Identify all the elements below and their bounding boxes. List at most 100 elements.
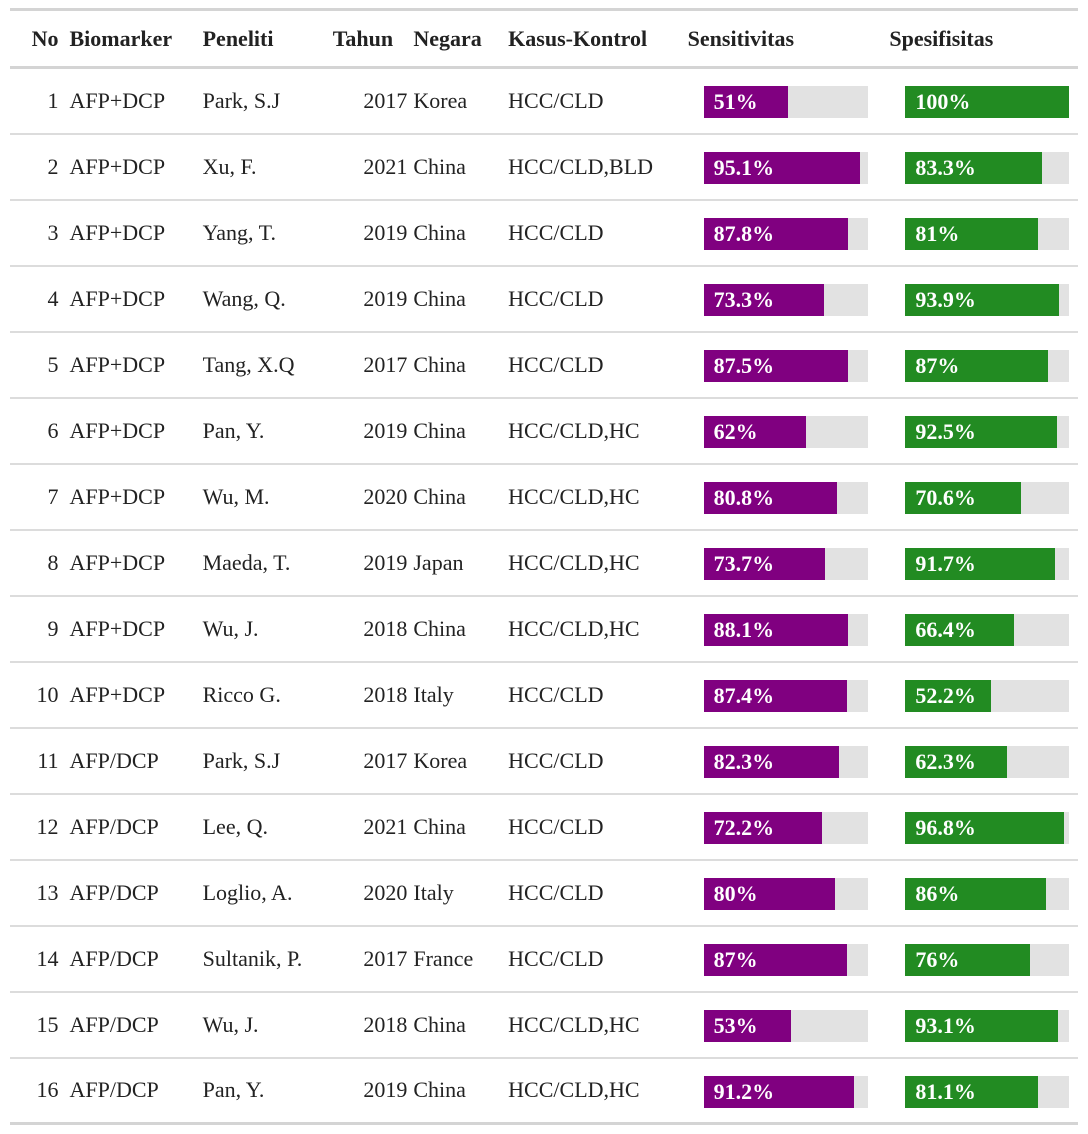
cell-negara: Italy: [413, 879, 454, 905]
sensitivitas-bar: [703, 811, 822, 844]
cell-spesifisitas: 66.4%: [889, 596, 1078, 662]
cell-spesifisitas: 52.2%: [889, 662, 1078, 728]
cell-peneliti: Park, S.J: [202, 747, 281, 773]
cell-biomarker: AFP/DCP: [69, 1011, 159, 1037]
cell-peneliti: Loglio, A.: [202, 879, 293, 905]
spesifisitas-bar: [905, 283, 1060, 316]
table-row: 14 AFP/DCP Sultanik, P. 2017 France HCC/CLD 87…: [10, 926, 1078, 992]
cell-sensitivitas: 62%: [688, 398, 890, 464]
spesifisitas-bar-track: 91.7%: [905, 547, 1070, 580]
sensitivitas-bar: [703, 415, 806, 448]
cell-tahun: 2017: [363, 351, 408, 377]
cell-no: 16: [36, 1077, 59, 1103]
sensitivitas-label: 62%: [713, 418, 758, 444]
cell-sensitivitas: 80%: [688, 860, 890, 926]
sensitivitas-label: 87.4%: [713, 682, 775, 708]
spesifisitas-bar: [905, 217, 1039, 250]
table-row: 5 AFP+DCP Tang, X.Q 2017 China HCC/CLD 87.5% 87…: [10, 332, 1078, 398]
sensitivitas-label: 87.5%: [713, 352, 775, 378]
cell-tahun: 2017: [363, 87, 408, 113]
cell-no: 5: [47, 351, 59, 377]
header-no: No: [31, 25, 59, 51]
spesifisitas-bar: [905, 151, 1043, 184]
cell-negara: China: [413, 483, 466, 509]
header-biomarker: Biomarker: [69, 25, 173, 51]
cell-no: 9: [47, 615, 59, 641]
spesifisitas-label: 76%: [915, 946, 960, 972]
sensitivitas-bar-track: 73.7%: [703, 547, 868, 580]
sensitivitas-bar-track: 82.3%: [703, 745, 868, 778]
table-row: 10 AFP+DCP Ricco G. 2018 Italy HCC/CLD 87.4% 52…: [10, 662, 1078, 728]
sensitivitas-bar-track: 62%: [703, 415, 868, 448]
cell-biomarker: AFP+DCP: [69, 87, 166, 113]
cell-peneliti: Xu, F.: [202, 153, 257, 179]
cell-sensitivitas: 72.2%: [688, 794, 890, 860]
header-kasus-kontrol: Kasus-Kontrol: [508, 25, 648, 51]
cell-negara: China: [413, 1077, 466, 1103]
spesifisitas-bar: [905, 547, 1056, 580]
spesifisitas-bar: [905, 1009, 1059, 1042]
cell-negara: China: [413, 219, 466, 245]
sensitivitas-bar: [703, 547, 825, 580]
spesifisitas-label: 81%: [915, 220, 960, 246]
sensitivitas-bar: [703, 481, 837, 514]
cell-no: 13: [36, 879, 59, 905]
cell-no: 14: [36, 945, 59, 971]
spesifisitas-bar: [905, 349, 1049, 382]
spesifisitas-bar-track: 81.1%: [905, 1075, 1070, 1108]
sensitivitas-bar: [703, 86, 788, 118]
spesifisitas-bar: [905, 679, 992, 712]
sensitivitas-label: 73.3%: [713, 286, 775, 312]
spesifisitas-bar: [905, 86, 1070, 118]
spesifisitas-bar: [905, 613, 1015, 646]
sensitivitas-bar-track: 87.8%: [703, 217, 868, 250]
cell-negara: China: [413, 285, 466, 311]
cell-kasus-kontrol: HCC/CLD,HC: [508, 417, 640, 443]
cell-negara: China: [413, 417, 466, 443]
header-negara: Negara: [413, 25, 482, 51]
cell-negara: Japan: [413, 549, 464, 575]
spesifisitas-bar-track: 62.3%: [905, 745, 1070, 778]
spesifisitas-bar-track: 86%: [905, 877, 1070, 910]
table-row: 6 AFP+DCP Pan, Y. 2019 China HCC/CLD,HC 62% 92.…: [10, 398, 1078, 464]
header-peneliti: Peneliti: [202, 25, 274, 51]
sensitivitas-bar-track: 73.3%: [703, 283, 868, 316]
spesifisitas-label: 91.7%: [915, 550, 976, 576]
spesifisitas-bar: [905, 481, 1022, 514]
cell-tahun: 2018: [363, 615, 408, 641]
cell-kasus-kontrol: HCC/CLD,HC: [508, 615, 640, 641]
sensitivitas-label: 80.8%: [713, 484, 775, 510]
sensitivitas-label: 80%: [713, 880, 758, 906]
cell-no: 15: [36, 1011, 59, 1037]
table-row: 1 AFP+DCP Park, S.J 2017 Korea HCC/CLD 51% 100%: [10, 68, 1078, 134]
sensitivitas-bar: [703, 283, 824, 316]
spesifisitas-bar-track: 93.1%: [905, 1009, 1070, 1042]
cell-tahun: 2018: [363, 1011, 408, 1037]
table-header-row: No Biomarker Peneliti Tahun Negara Kasus…: [10, 9, 1078, 68]
table-row: 4 AFP+DCP Wang, Q. 2019 China HCC/CLD 73.3% 93.…: [10, 266, 1078, 332]
sensitivitas-label: 87%: [713, 946, 758, 972]
cell-no: 12: [36, 813, 59, 839]
cell-tahun: 2019: [363, 417, 408, 443]
table-row: 8 AFP+DCP Maeda, T. 2019 Japan HCC/CLD,HC 73.7…: [10, 530, 1078, 596]
cell-peneliti: Pan, Y.: [202, 1077, 265, 1103]
cell-tahun: 2019: [363, 219, 408, 245]
cell-peneliti: Sultanik, P.: [202, 945, 303, 971]
spesifisitas-label: 81.1%: [915, 1078, 976, 1104]
sensitivitas-label: 88.1%: [713, 616, 775, 642]
cell-kasus-kontrol: HCC/CLD: [508, 747, 604, 773]
cell-sensitivitas: 87.5%: [688, 332, 890, 398]
cell-kasus-kontrol: HCC/CLD: [508, 681, 604, 707]
cell-sensitivitas: 87%: [688, 926, 890, 992]
cell-peneliti: Wu, J.: [202, 1011, 259, 1037]
cell-biomarker: AFP+DCP: [69, 219, 166, 245]
spesifisitas-bar-track: 96.8%: [905, 811, 1070, 844]
cell-no: 2: [47, 153, 59, 179]
cell-negara: China: [413, 1011, 466, 1037]
sensitivitas-bar-track: 51%: [703, 86, 868, 118]
sensitivitas-bar: [703, 1009, 791, 1042]
cell-sensitivitas: 88.1%: [688, 596, 890, 662]
sensitivitas-bar-track: 80.8%: [703, 481, 868, 514]
cell-negara: Korea: [413, 87, 468, 113]
